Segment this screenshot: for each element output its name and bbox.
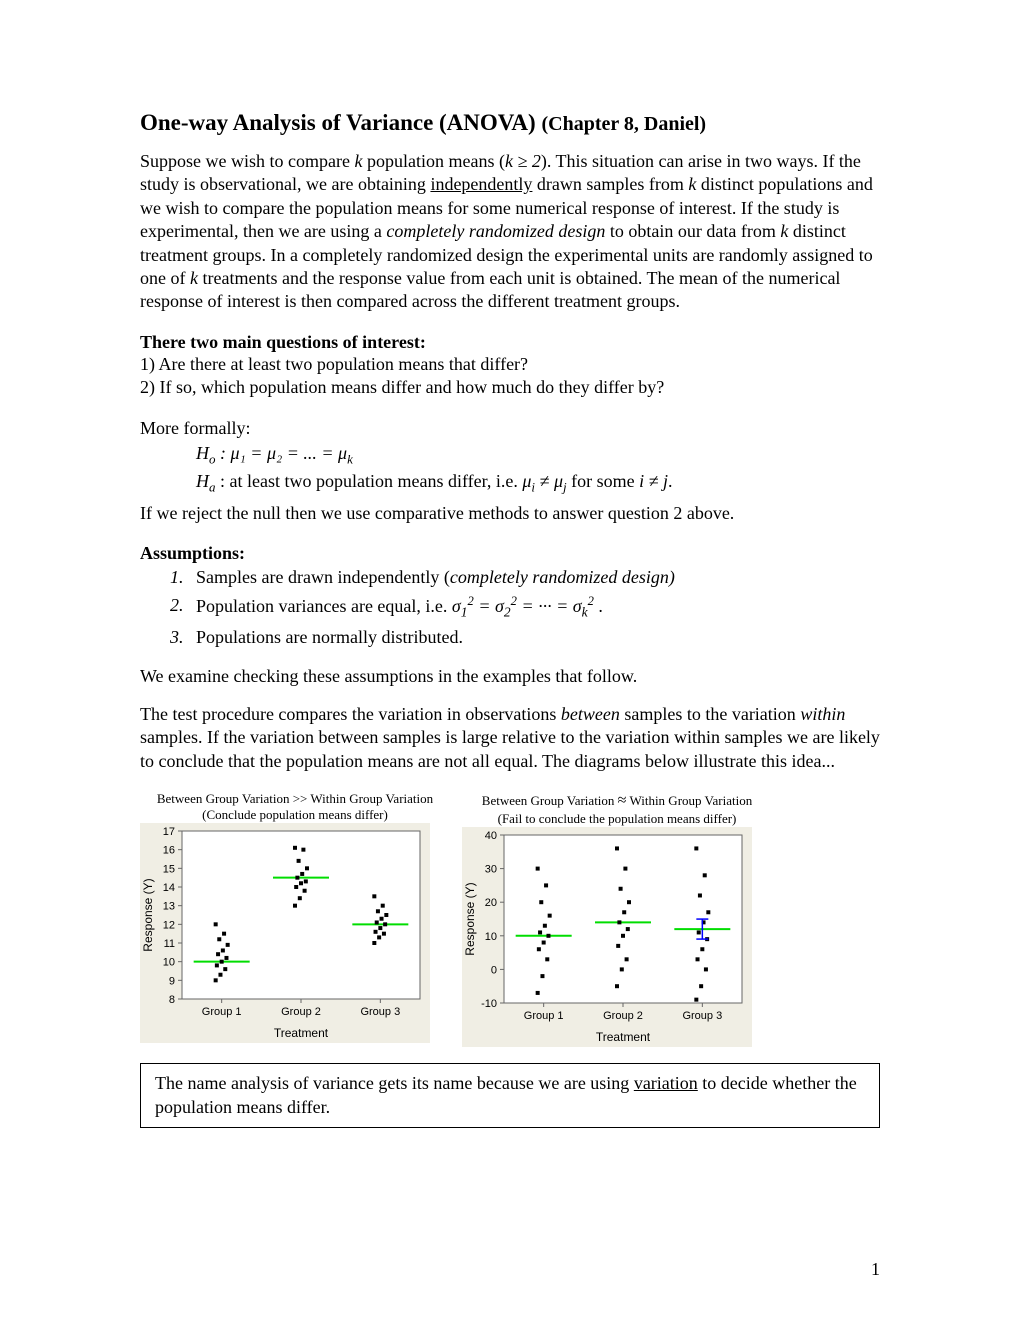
a2-period: . [594,596,603,616]
assumption-text: Samples are drawn independently (complet… [196,564,675,592]
svg-text:15: 15 [163,864,175,876]
chart-right-title: Between Group Variation ≈ Within Group V… [462,791,772,811]
math-sub-k: k [347,451,353,466]
question-1: 1) Are there at least two population mea… [140,353,880,376]
questions-heading: There two main questions of interest: [140,332,880,353]
testproc-between: between [561,704,620,724]
intro-crd: completely randomized design [386,221,605,241]
testproc-text: samples. If the variation between sample… [140,727,880,770]
intro-k: k [190,268,198,288]
sigma: σ [495,596,504,616]
assumption-1: 1. Samples are drawn independently (comp… [170,564,880,592]
math-text: : at least two population means differ, … [216,471,523,491]
math-colon: : [216,443,231,463]
svg-text:-10: -10 [481,998,497,1010]
question-2: 2) If so, which population means differ … [140,376,880,399]
page-title: One-way Analysis of Variance (ANOVA) (Ch… [140,110,880,136]
assumption-text: Population variances are equal, i.e. σ12… [196,592,603,624]
assumption-2: 2. Population variances are equal, i.e. … [170,592,880,624]
svg-text:40: 40 [485,830,497,842]
intro-text: population means ( [362,151,504,171]
examine-paragraph: We examine checking these assumptions in… [140,665,880,688]
svg-text:12: 12 [163,920,175,932]
svg-text:17: 17 [163,826,175,838]
math-H: H [196,471,209,491]
assumptions-heading: Assumptions: [140,543,880,564]
a2-text: Population variances are equal, i.e. [196,596,452,616]
assumption-text: Populations are normally distributed. [196,624,463,652]
math-ij: i ≠ j [639,471,668,491]
assumption-3: 3. Populations are normally distributed. [170,624,880,652]
a1-text: Samples are drawn independently ( [196,567,450,587]
a1-ital: completely randomized design) [450,567,675,587]
reject-note: If we reject the null then we use compar… [140,502,880,525]
note-text: The name analysis of variance gets its n… [155,1073,634,1093]
svg-text:Treatment: Treatment [596,1030,651,1044]
svg-text:Group 2: Group 2 [281,1006,321,1018]
chart-left-subtitle: (Conclude population means differ) [140,807,450,823]
a2-math: σ12 = σ22 = ··· = σk2 [452,596,594,616]
svg-text:11: 11 [164,938,175,950]
svg-text:Group 3: Group 3 [682,1010,722,1022]
note-box: The name analysis of variance gets its n… [140,1063,880,1128]
chart-right: -10 0 10 20 30 40 Group 1 Group 2 Group 3 Treatme… [462,827,752,1047]
sigma: σ [452,596,461,616]
intro-text: Suppose we wish to compare [140,151,354,171]
assumption-num: 2. [170,592,196,624]
svg-text:30: 30 [485,864,497,876]
assumption-num: 1. [170,564,196,592]
intro-independently: independently [430,174,532,194]
testproc-paragraph: The test procedure compares the variatio… [140,703,880,773]
math-body: μ₁ = μ₂ = ... = μ [231,443,348,463]
chart-right-subtitle: (Fail to conclude the population means d… [462,811,772,827]
svg-text:Response (Y): Response (Y) [463,883,477,956]
intro-text: drawn samples from [532,174,688,194]
svg-text:16: 16 [163,845,175,857]
chart-left: 8 9 10 11 12 13 14 15 16 17 Group 1 Group 2 Group 3 T… [140,823,430,1043]
svg-text:Group 1: Group 1 [524,1010,564,1022]
intro-paragraph: Suppose we wish to compare k population … [140,150,880,314]
alt-hypothesis: Ha : at least two population means diffe… [196,471,880,496]
intro-text: to obtain our data from [605,221,780,241]
assumption-num: 3. [170,624,196,652]
testproc-text: The test procedure compares the variatio… [140,704,561,724]
title-text: One-way Analysis of Variance (ANOVA) [140,110,536,135]
svg-text:9: 9 [169,976,175,988]
intro-text: treatments and the response value from e… [140,268,840,311]
svg-text:10: 10 [163,957,175,969]
chart-left-column: Between Group Variation >> Within Group … [140,791,450,1047]
svg-text:Treatment: Treatment [274,1026,329,1040]
svg-text:Response (Y): Response (Y) [141,879,155,952]
svg-text:8: 8 [169,994,175,1006]
math-mu: μ [554,471,563,491]
null-hypothesis: Ho : μ₁ = μ₂ = ... = μk [196,443,880,468]
assumptions-list: 1. Samples are drawn independently (comp… [170,564,880,651]
math-period: . [668,471,673,491]
testproc-text: samples to the variation [620,704,800,724]
svg-text:0: 0 [491,965,497,977]
svg-text:Group 2: Group 2 [603,1010,643,1022]
svg-text:Group 3: Group 3 [360,1006,400,1018]
testproc-within: within [800,704,845,724]
svg-text:10: 10 [485,931,497,943]
intro-kge2: k ≥ 2 [505,151,541,171]
svg-text:20: 20 [485,897,497,909]
chart-right-column: Between Group Variation ≈ Within Group V… [462,791,772,1047]
note-variation: variation [634,1073,698,1093]
chart-right-title-a: Between Group Variation [482,793,618,808]
chapter-ref: (Chapter 8, Daniel) [541,113,706,135]
charts-row: Between Group Variation >> Within Group … [140,791,880,1047]
chart-left-title: Between Group Variation >> Within Group … [140,791,450,807]
page-number: 1 [871,1259,880,1280]
svg-text:13: 13 [163,901,175,913]
sigma: σ [573,596,582,616]
svg-text:Group 1: Group 1 [202,1006,242,1018]
math-neq: ≠ [535,471,554,491]
math-H: H [196,443,209,463]
math-for: for some [567,471,639,491]
more-formally: More formally: [140,418,880,439]
svg-text:14: 14 [163,882,175,894]
chart-right-title-b: Within Group Variation [626,793,752,808]
